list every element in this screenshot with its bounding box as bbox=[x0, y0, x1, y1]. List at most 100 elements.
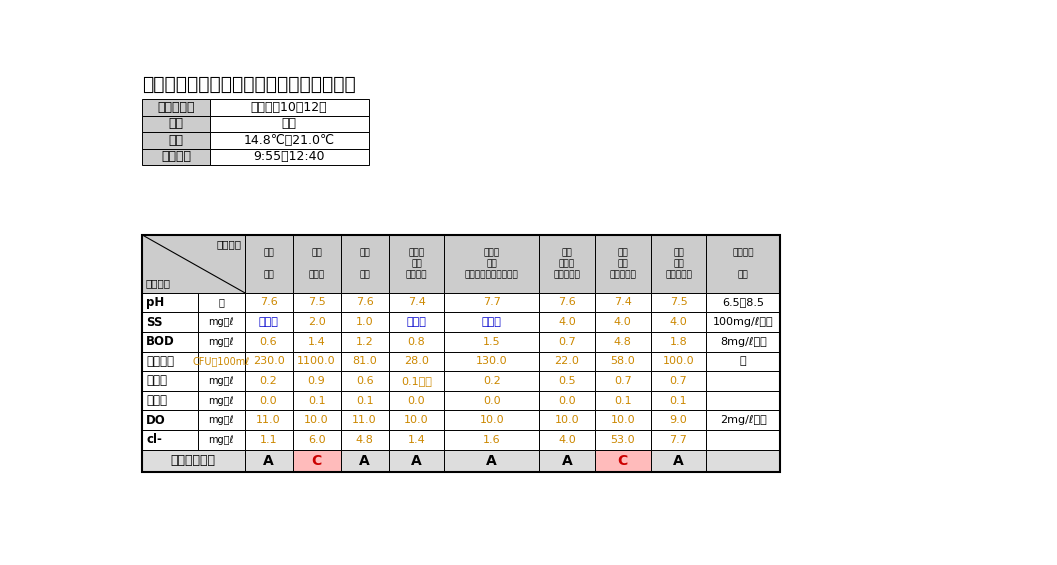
Text: 230.0: 230.0 bbox=[253, 357, 284, 366]
Bar bbox=[143, 312, 198, 332]
Text: 馬曲川
下流
（グリーンセンター）: 馬曲川 下流 （グリーンセンター） bbox=[465, 248, 519, 279]
Text: 0.8: 0.8 bbox=[408, 337, 425, 347]
Bar bbox=[244, 371, 293, 391]
Bar bbox=[340, 371, 389, 391]
Text: 2mg/ℓ以上: 2mg/ℓ以上 bbox=[720, 415, 766, 425]
Text: １未満: １未満 bbox=[259, 317, 278, 327]
Bar bbox=[539, 312, 595, 332]
Text: 1.1: 1.1 bbox=[260, 435, 277, 445]
Bar bbox=[198, 351, 244, 371]
Text: 大川
上流
（西小路）: 大川 上流 （西小路） bbox=[609, 248, 636, 279]
Bar bbox=[198, 430, 244, 450]
Bar bbox=[340, 450, 389, 472]
Bar bbox=[389, 371, 444, 391]
Bar bbox=[651, 312, 706, 332]
Text: 81.0: 81.0 bbox=[352, 357, 377, 366]
Bar bbox=[444, 450, 539, 472]
Bar bbox=[293, 351, 340, 371]
Text: mg／ℓ: mg／ℓ bbox=[208, 396, 234, 406]
Bar bbox=[539, 235, 595, 293]
Bar bbox=[143, 235, 780, 472]
Text: 0.0: 0.0 bbox=[483, 396, 501, 406]
Text: 0.2: 0.2 bbox=[260, 376, 277, 386]
Bar bbox=[651, 430, 706, 450]
Bar bbox=[209, 99, 369, 116]
Text: 0.0: 0.0 bbox=[260, 396, 277, 406]
Text: 全窒素: 全窒素 bbox=[146, 375, 167, 388]
Bar bbox=[444, 351, 539, 371]
Text: 試験項目: 試験項目 bbox=[145, 278, 170, 288]
Text: 10.0: 10.0 bbox=[404, 415, 429, 425]
Bar bbox=[143, 116, 209, 132]
Bar bbox=[209, 149, 369, 165]
Bar bbox=[293, 235, 340, 293]
Text: 7.6: 7.6 bbox=[558, 297, 576, 307]
Text: mg／ℓ: mg／ℓ bbox=[208, 435, 234, 445]
Bar bbox=[244, 450, 293, 472]
Text: 9:55～12:40: 9:55～12:40 bbox=[254, 150, 324, 163]
Text: 53.0: 53.0 bbox=[610, 435, 635, 445]
Bar bbox=[293, 410, 340, 430]
Text: SS: SS bbox=[146, 316, 163, 329]
Text: 4.0: 4.0 bbox=[558, 317, 576, 327]
Bar bbox=[389, 430, 444, 450]
Bar bbox=[244, 351, 293, 371]
Bar bbox=[340, 410, 389, 430]
Bar bbox=[444, 430, 539, 450]
Text: 10.0: 10.0 bbox=[555, 415, 579, 425]
Text: BOD: BOD bbox=[146, 335, 174, 348]
Bar bbox=[595, 410, 651, 430]
Text: 令和４年10月12日: 令和４年10月12日 bbox=[251, 101, 328, 114]
Bar bbox=[244, 293, 293, 312]
Text: mg／ℓ: mg／ℓ bbox=[208, 376, 234, 386]
Text: mg／ℓ: mg／ℓ bbox=[208, 317, 234, 327]
Text: 2.0: 2.0 bbox=[308, 317, 326, 327]
Bar bbox=[293, 312, 340, 332]
Bar bbox=[389, 450, 444, 472]
Text: 0.9: 0.9 bbox=[308, 376, 326, 386]
Text: A: A bbox=[561, 454, 572, 468]
Bar bbox=[143, 430, 198, 450]
Bar bbox=[706, 351, 780, 371]
Bar bbox=[539, 410, 595, 430]
Bar bbox=[198, 410, 244, 430]
Text: A: A bbox=[486, 454, 497, 468]
Bar bbox=[143, 99, 209, 116]
Bar bbox=[389, 351, 444, 371]
Bar bbox=[143, 450, 244, 472]
Text: 樋川

樋千: 樋川 樋千 bbox=[263, 248, 274, 279]
Bar bbox=[595, 391, 651, 410]
Bar bbox=[244, 430, 293, 450]
Text: １未満: １未満 bbox=[407, 317, 426, 327]
Text: 6.0: 6.0 bbox=[308, 435, 326, 445]
Text: 天候: 天候 bbox=[168, 118, 184, 131]
Bar bbox=[595, 351, 651, 371]
Text: －: － bbox=[740, 357, 746, 366]
Text: 7.4: 7.4 bbox=[408, 297, 426, 307]
Text: 0.6: 0.6 bbox=[260, 337, 277, 347]
Text: 0.1: 0.1 bbox=[308, 396, 326, 406]
Text: A: A bbox=[673, 454, 684, 468]
Text: 4.8: 4.8 bbox=[614, 337, 632, 347]
Text: 11.0: 11.0 bbox=[352, 415, 377, 425]
Text: 1.8: 1.8 bbox=[670, 337, 687, 347]
Text: 58.0: 58.0 bbox=[610, 357, 635, 366]
Bar bbox=[293, 391, 340, 410]
Bar bbox=[143, 410, 198, 430]
Bar bbox=[244, 410, 293, 430]
Bar bbox=[209, 116, 369, 132]
Text: 14.8℃～21.0℃: 14.8℃～21.0℃ bbox=[243, 134, 335, 147]
Bar bbox=[595, 430, 651, 450]
Text: 0.1未満: 0.1未満 bbox=[401, 376, 432, 386]
Bar bbox=[389, 312, 444, 332]
Bar bbox=[444, 371, 539, 391]
Text: 採水時間: 採水時間 bbox=[161, 150, 191, 163]
Text: DO: DO bbox=[146, 414, 166, 427]
Text: 10.0: 10.0 bbox=[610, 415, 635, 425]
Bar bbox=[293, 332, 340, 351]
Text: 130.0: 130.0 bbox=[476, 357, 507, 366]
Bar bbox=[389, 410, 444, 430]
Bar bbox=[340, 312, 389, 332]
Text: 採水場所: 採水場所 bbox=[217, 239, 241, 249]
Text: 1.4: 1.4 bbox=[408, 435, 425, 445]
